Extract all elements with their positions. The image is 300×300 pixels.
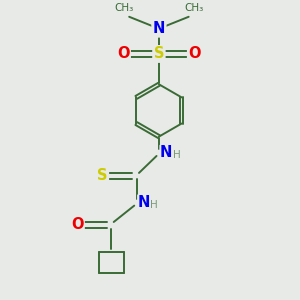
- Text: H: H: [150, 200, 158, 210]
- Text: CH₃: CH₃: [114, 3, 134, 13]
- Text: O: O: [71, 218, 83, 232]
- Text: CH₃: CH₃: [184, 3, 204, 13]
- Text: S: S: [97, 168, 108, 183]
- Text: O: O: [117, 46, 130, 62]
- Text: N: N: [138, 195, 150, 210]
- Text: N: N: [160, 146, 172, 160]
- Text: H: H: [172, 150, 180, 161]
- Text: O: O: [188, 46, 201, 62]
- Text: N: N: [153, 21, 165, 36]
- Text: S: S: [154, 46, 164, 62]
